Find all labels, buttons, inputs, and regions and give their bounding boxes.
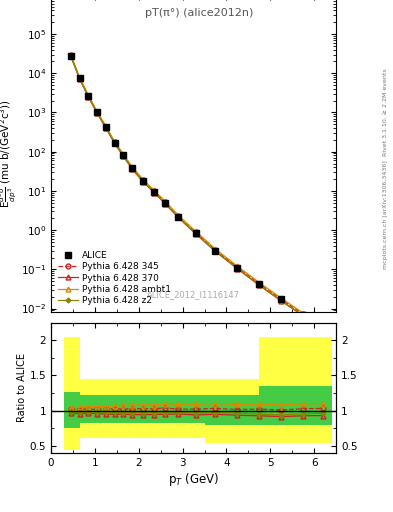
Y-axis label: Ratio to ALICE: Ratio to ALICE	[17, 353, 27, 422]
Text: pT(π°) (alice2012n): pT(π°) (alice2012n)	[145, 8, 253, 17]
Text: mcplots.cern.ch [arXiv:1306.3436]: mcplots.cern.ch [arXiv:1306.3436]	[383, 161, 388, 269]
Text: ALICE_2012_I1116147: ALICE_2012_I1116147	[147, 291, 240, 300]
Text: Rivet 3.1.10, ≥ 2.2M events: Rivet 3.1.10, ≥ 2.2M events	[383, 69, 388, 157]
X-axis label: p$_T$ (GeV): p$_T$ (GeV)	[168, 471, 219, 488]
Legend: ALICE, Pythia 6.428 345, Pythia 6.428 370, Pythia 6.428 ambt1, Pythia 6.428 z2: ALICE, Pythia 6.428 345, Pythia 6.428 37…	[55, 248, 173, 308]
Y-axis label: E$\frac{d^3\sigma}{dp^3}$ (mu b/(GeV$^2$c$^3$)): E$\frac{d^3\sigma}{dp^3}$ (mu b/(GeV$^2$…	[0, 99, 18, 208]
